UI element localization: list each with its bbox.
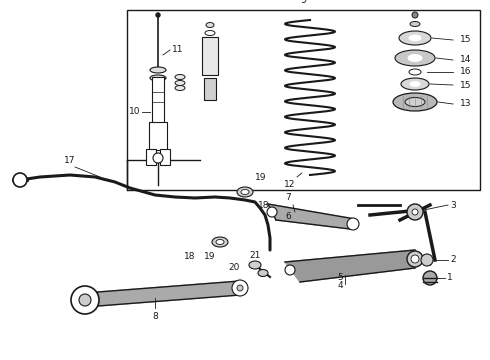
Circle shape: [237, 285, 243, 291]
Text: 20: 20: [229, 264, 240, 273]
Circle shape: [412, 209, 418, 215]
Circle shape: [412, 12, 418, 18]
Circle shape: [423, 271, 437, 285]
Text: 5: 5: [337, 273, 343, 282]
Bar: [152, 77, 164, 125]
Text: 15: 15: [460, 81, 471, 90]
Text: 10: 10: [128, 108, 140, 117]
Circle shape: [407, 204, 423, 220]
Ellipse shape: [393, 93, 437, 111]
Text: 14: 14: [460, 55, 471, 64]
Bar: [149, 122, 167, 150]
Ellipse shape: [237, 187, 253, 197]
Text: 2: 2: [450, 256, 456, 265]
Polygon shape: [85, 281, 240, 307]
Circle shape: [156, 13, 160, 17]
Text: 3: 3: [450, 201, 456, 210]
Ellipse shape: [212, 237, 228, 247]
Circle shape: [71, 286, 99, 314]
Ellipse shape: [395, 50, 435, 66]
Ellipse shape: [150, 75, 166, 81]
Ellipse shape: [258, 270, 268, 276]
Ellipse shape: [249, 261, 261, 269]
Ellipse shape: [205, 31, 215, 36]
Ellipse shape: [175, 81, 185, 85]
Circle shape: [421, 254, 433, 266]
Circle shape: [285, 265, 295, 275]
Text: 18: 18: [183, 252, 195, 261]
Text: 17: 17: [64, 156, 76, 165]
Text: 12: 12: [284, 180, 295, 189]
Bar: [146, 149, 156, 165]
Ellipse shape: [410, 22, 420, 27]
Ellipse shape: [409, 35, 421, 41]
Bar: [204, 78, 216, 100]
Circle shape: [13, 173, 27, 187]
Text: 6: 6: [285, 212, 291, 221]
Text: 19: 19: [255, 173, 267, 182]
Ellipse shape: [399, 31, 431, 45]
Ellipse shape: [408, 54, 422, 62]
Ellipse shape: [206, 22, 214, 27]
Ellipse shape: [401, 78, 429, 90]
Text: 7: 7: [285, 193, 291, 202]
Ellipse shape: [175, 75, 185, 80]
Text: 4: 4: [337, 281, 343, 290]
Circle shape: [79, 294, 91, 306]
Polygon shape: [285, 250, 415, 282]
Text: 15: 15: [460, 36, 471, 45]
Text: 9: 9: [300, 0, 307, 5]
Text: 8: 8: [152, 312, 158, 321]
Circle shape: [267, 207, 277, 217]
Text: 11: 11: [172, 45, 183, 54]
Ellipse shape: [405, 98, 425, 107]
Ellipse shape: [409, 69, 421, 75]
Circle shape: [347, 218, 359, 230]
Ellipse shape: [175, 85, 185, 90]
Circle shape: [153, 153, 163, 163]
Ellipse shape: [150, 67, 166, 73]
Text: 18: 18: [258, 201, 270, 210]
Text: 21: 21: [249, 251, 261, 260]
Bar: [127, 10, 480, 190]
Text: 1: 1: [447, 274, 453, 283]
Text: 19: 19: [203, 252, 215, 261]
Ellipse shape: [241, 189, 249, 194]
Ellipse shape: [216, 239, 224, 244]
Circle shape: [407, 251, 423, 267]
Ellipse shape: [410, 81, 420, 86]
Bar: [202, 37, 218, 75]
Circle shape: [411, 255, 419, 263]
Polygon shape: [268, 204, 355, 229]
Bar: [160, 149, 170, 165]
Text: 16: 16: [460, 68, 471, 77]
Text: 13: 13: [460, 99, 471, 108]
Circle shape: [232, 280, 248, 296]
